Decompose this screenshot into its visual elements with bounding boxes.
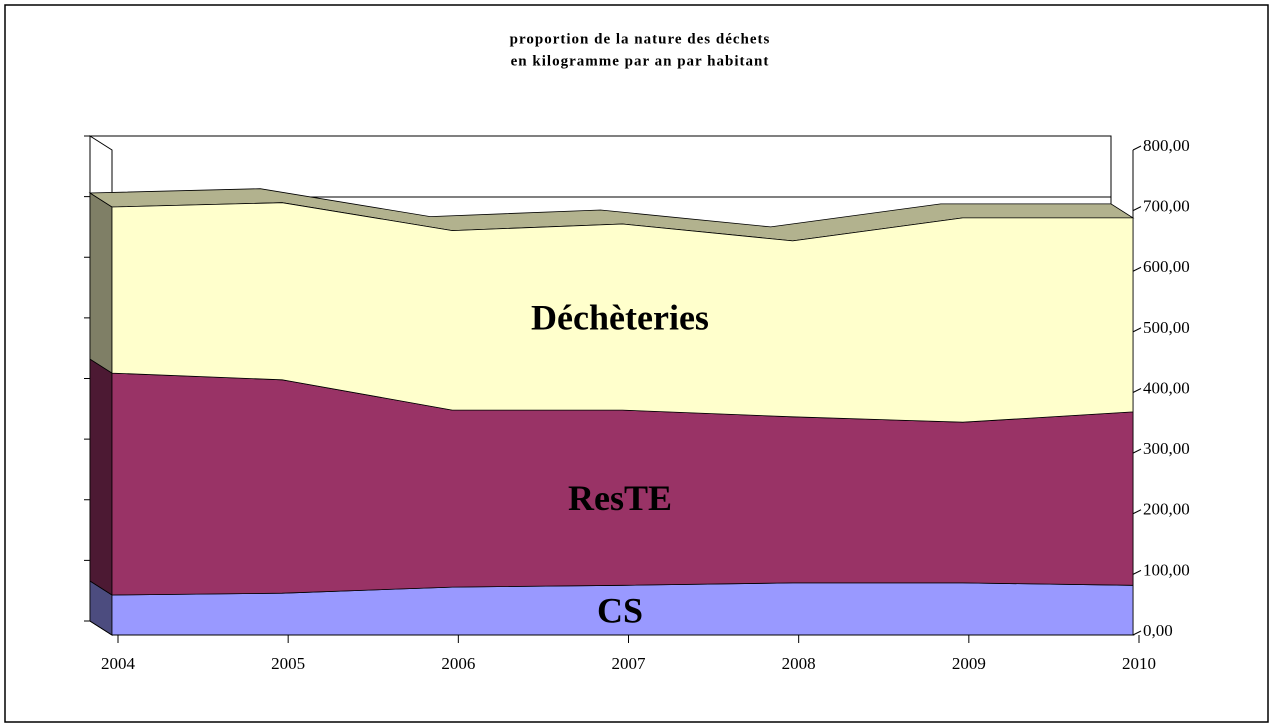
y-tick-label: 100,00 [1143,560,1190,579]
area-side-shade [90,581,112,635]
area-label: CS [597,590,643,630]
x-tick-label: 2008 [782,654,816,673]
area-label: ResTE [568,478,672,518]
y-tick-label: 500,00 [1143,318,1190,337]
y-tick [1132,206,1142,212]
y-tick [1132,388,1142,393]
y-tick-label: 0,00 [1143,621,1173,640]
y-tick-label: 700,00 [1143,197,1190,216]
chart-title: proportion de la nature des déchets [510,31,771,47]
x-tick-label: 2007 [612,654,647,673]
x-tick-label: 2009 [952,654,986,673]
area-side-shade [90,359,112,595]
area-series: Déchèteries [88,188,1135,423]
area-series: ResTE [89,358,1134,596]
chart-title: en kilogramme par an par habitant [511,53,770,69]
y-tick [1132,448,1142,454]
y-tick [1132,509,1142,515]
y-tick-label: 200,00 [1143,500,1190,519]
area-top-shade [90,188,1133,241]
y-tick [1132,266,1142,272]
area-label: Déchèteries [531,297,709,337]
y-tick-label: 300,00 [1143,439,1190,458]
y-tick [1132,327,1142,333]
x-tick-label: 2004 [101,654,136,673]
y-tick-label: 600,00 [1143,257,1190,276]
y-tick [1132,569,1142,575]
y-tick-label: 800,00 [1143,136,1190,155]
area [111,202,1134,423]
y-tick-label: 400,00 [1143,378,1190,397]
x-tick-label: 2006 [441,654,475,673]
area-side-shade [90,193,112,374]
x-tick-label: 2005 [271,654,305,673]
x-tick-label: 2010 [1122,654,1156,673]
y-tick [1132,145,1142,151]
y-tick [1132,630,1142,636]
